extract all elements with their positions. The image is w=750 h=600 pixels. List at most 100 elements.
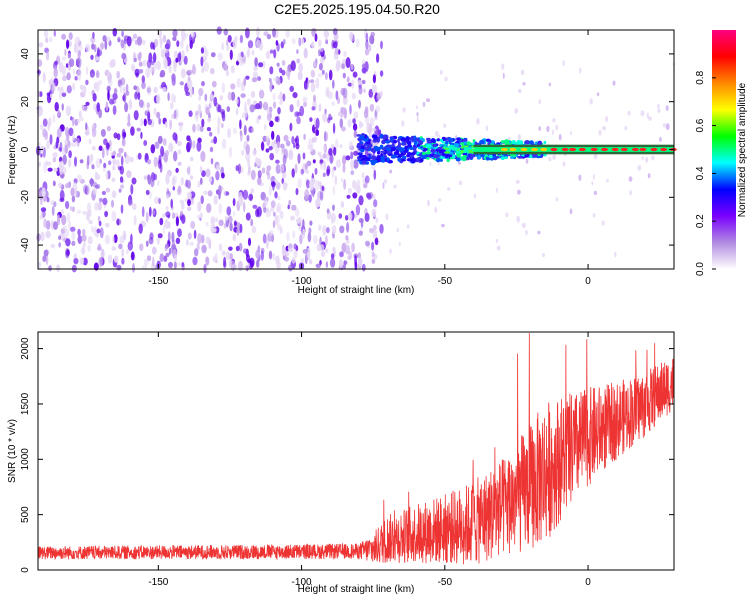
heatmap-noise-cell: [310, 69, 316, 78]
heatmap-noise-cell: [66, 72, 71, 81]
heatmap-noise-cell: [306, 169, 309, 175]
heatmap-noise-cell: [121, 257, 125, 265]
heatmap-noise-cell: [49, 93, 53, 99]
heatmap-noise-cell: [68, 32, 73, 40]
heatmap-band-cell: [402, 155, 407, 160]
heatmap-noise-cell: [40, 153, 43, 158]
heatmap-noise-cell: [348, 250, 352, 260]
heatmap-noise-cell: [52, 114, 56, 123]
heatmap-noise-cell: [62, 154, 67, 165]
heatmap-faint-cell: [551, 129, 555, 135]
heatmap-noise-cell: [71, 240, 76, 246]
heatmap-faint-cell: [562, 161, 566, 167]
heatmap-noise-cell: [358, 86, 363, 95]
heatmap-faint-cell: [384, 179, 387, 184]
heatmap-noise-cell: [87, 244, 91, 252]
heatmap-noise-cell: [96, 228, 101, 234]
heatmap-noise-cell: [282, 93, 286, 102]
heatmap-noise-cell: [153, 61, 156, 72]
heatmap-faint-cell: [444, 76, 448, 82]
heatmap-noise-cell: [120, 39, 125, 49]
heatmap-noise-cell: [189, 241, 194, 246]
heatmap-noise-cell: [118, 188, 122, 193]
heatmap-noise-cell: [197, 201, 202, 212]
heatmap-noise-cell: [265, 50, 271, 60]
heatmap-noise-cell: [185, 91, 191, 97]
heatmap-faint-cell: [501, 63, 505, 70]
heatmap-noise-cell: [138, 99, 144, 108]
heatmap-noise-cell: [68, 150, 72, 159]
heatmap-noise-cell: [266, 112, 272, 122]
heatmap-noise-cell: [244, 264, 248, 271]
heatmap-noise-cell: [312, 159, 316, 164]
heatmap-noise-cell: [165, 173, 170, 185]
heatmap-noise-cell: [339, 251, 344, 258]
heatmap-noise-cell: [275, 164, 281, 174]
heatmap-noise-cell: [134, 91, 139, 100]
heatmap-noise-cell: [163, 255, 168, 262]
heatmap-noise-cell: [249, 104, 255, 113]
heatmap-band-cell: [485, 138, 491, 142]
heatmap-faint-cell: [443, 123, 447, 128]
heatmap-noise-cell: [320, 244, 325, 252]
heatmap-noise-cell: [230, 65, 235, 74]
heatmap-noise-cell: [291, 38, 296, 45]
heatmap-noise-cell: [143, 140, 148, 146]
heatmap-noise-cell: [243, 248, 248, 254]
heatmap-noise-cell: [92, 93, 97, 102]
heatmap-noise-cell: [369, 103, 375, 112]
heatmap-noise-cell: [153, 156, 158, 168]
heatmap-band-cell: [460, 146, 464, 149]
heatmap-band-cell: [386, 147, 392, 153]
heatmap-noise-cell: [51, 205, 55, 216]
heatmap-noise-cell: [315, 129, 320, 136]
heatmap-band-cell: [377, 136, 381, 140]
heatmap-noise-cell: [40, 198, 43, 206]
heatmap-band-cell: [485, 156, 490, 161]
heatmap-noise-cell: [142, 59, 147, 67]
heatmap-noise-cell: [324, 108, 327, 115]
heatmap-noise-cell: [235, 108, 239, 116]
heatmap-band-cell: [435, 158, 441, 163]
heatmap-noise-cell: [323, 145, 326, 152]
heatmap-noise-cell: [374, 116, 379, 121]
heatmap-noise-cell: [352, 71, 358, 78]
heatmap-noise-cell: [170, 198, 173, 209]
heatmap-noise-cell: [303, 133, 306, 141]
heatmap-noise-cell: [146, 255, 152, 262]
heatmap-band-cell: [488, 154, 493, 159]
heatmap-noise-cell: [313, 234, 318, 245]
heatmap-noise-cell: [63, 228, 69, 238]
heatmap-faint-cell: [657, 103, 660, 110]
heatmap-band-cell: [401, 159, 406, 162]
heatmap-noise-cell: [56, 214, 61, 226]
heatmap-noise-cell: [76, 137, 80, 147]
heatmap-noise-cell: [250, 218, 254, 227]
heatmap-noise-cell: [296, 116, 301, 125]
heatmap-faint-cell: [593, 153, 598, 160]
heatmap-noise-cell: [333, 166, 337, 171]
heatmap-noise-cell: [153, 86, 158, 94]
heatmap-noise-cell: [345, 235, 349, 241]
heatmap-noise-cell: [61, 33, 66, 40]
heatmap-faint-cell: [598, 129, 602, 136]
heatmap-noise-cell: [107, 90, 110, 101]
heatmap-noise-cell: [357, 256, 363, 267]
heatmap-noise-cell: [53, 221, 58, 230]
heatmap-noise-cell: [104, 40, 108, 50]
heatmap-noise-cell: [201, 118, 205, 128]
heatmap-noise-cell: [156, 60, 161, 71]
snr-frame: [37, 331, 675, 571]
heatmap-noise-cell: [121, 138, 126, 147]
heatmap-faint-cell: [657, 108, 661, 113]
heatmap-band-cell: [364, 146, 370, 151]
heatmap-noise-cell: [106, 149, 109, 156]
heatmap-noise-cell: [341, 63, 345, 70]
heatmap-noise-cell: [156, 93, 161, 105]
heatmap-noise-cell: [183, 32, 188, 38]
heatmap-noise-cell: [46, 140, 50, 150]
heatmap-noise-cell: [272, 101, 277, 109]
heatmap-noise-cell: [178, 262, 181, 267]
heatmap-noise-cell: [251, 127, 254, 133]
heatmap-band-cell: [472, 139, 476, 143]
